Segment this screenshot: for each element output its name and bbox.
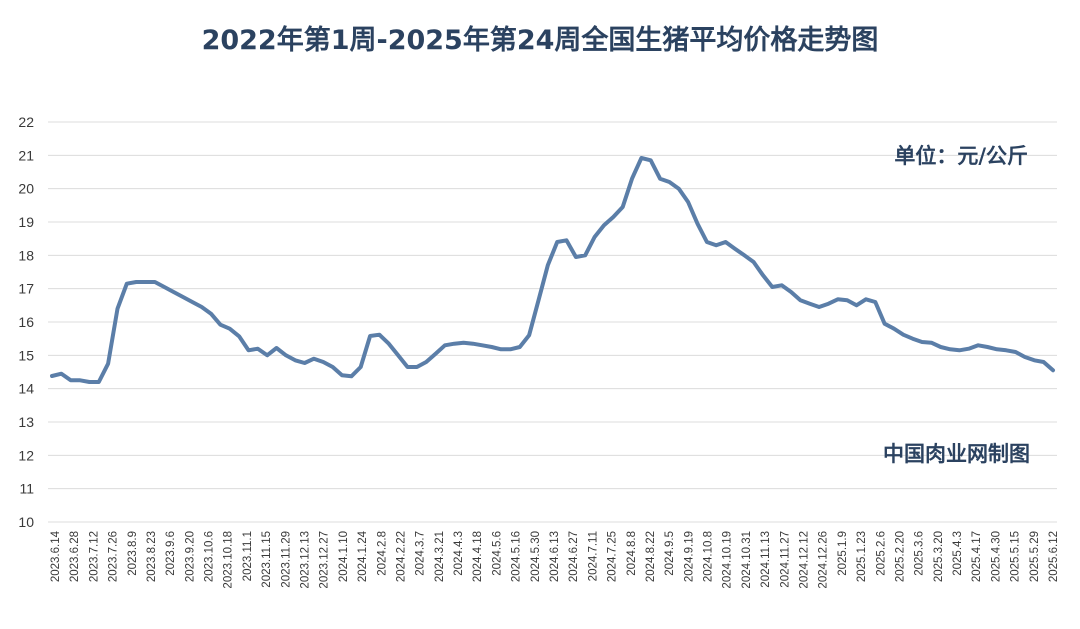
x-tick-label: 2023.6.28 xyxy=(69,531,81,582)
y-tick-label: 11 xyxy=(19,481,34,497)
x-tick-label: 2024.3.7 xyxy=(415,531,427,576)
x-tick-label: 2024.12.26 xyxy=(818,531,830,589)
y-tick-label: 16 xyxy=(18,314,34,330)
x-tick-label: 2025.1.9 xyxy=(837,531,849,576)
x-tick-label: 2024.8.22 xyxy=(645,531,657,582)
x-tick-label: 2024.7.25 xyxy=(607,531,619,582)
y-tick-label: 20 xyxy=(18,181,34,197)
source-annotation: 中国肉业网制图 xyxy=(883,442,1030,466)
y-tick-label: 13 xyxy=(18,414,34,430)
x-tick-label: 2024.6.27 xyxy=(568,531,580,582)
y-tick-label: 17 xyxy=(18,281,34,297)
x-tick-label: 2024.4.18 xyxy=(472,531,484,582)
x-tick-label: 2024.10.31 xyxy=(741,531,753,589)
x-tick-label: 2024.6.13 xyxy=(549,531,561,582)
x-tick-label: 2025.5.15 xyxy=(1010,531,1022,582)
x-tick-label: 2025.4.3 xyxy=(952,531,964,576)
x-tick-label: 2024.2.8 xyxy=(376,531,388,576)
x-tick-label: 2024.2.22 xyxy=(395,531,407,582)
x-tick-label: 2023.12.13 xyxy=(300,531,312,589)
series-line-pig-price xyxy=(50,156,1055,384)
y-tick-label: 18 xyxy=(18,247,34,263)
x-tick-label: 2025.4.30 xyxy=(990,531,1002,582)
x-tick-label: 2024.1.24 xyxy=(357,530,369,582)
x-tick-label: 2024.12.12 xyxy=(799,531,811,589)
x-tick-label: 2024.11.13 xyxy=(760,531,772,588)
x-tick-label: 2024.3.21 xyxy=(434,531,446,582)
x-tick-label: 2023.8.9 xyxy=(127,531,139,576)
x-tick-label: 2023.11.15 xyxy=(261,531,273,588)
x-tick-label: 2024.9.19 xyxy=(683,531,695,582)
chart-title: 2022年第1周-2025年第24周全国生猪平均价格走势图 xyxy=(202,24,879,56)
x-tick-label: 2023.10.18 xyxy=(223,531,235,589)
x-tick-label: 2023.7.26 xyxy=(108,531,120,582)
x-tick-label: 2025.6.12 xyxy=(1048,531,1060,582)
y-tick-label: 14 xyxy=(18,381,34,397)
x-tick-label: 2024.10.19 xyxy=(722,531,734,589)
y-tick-label: 15 xyxy=(18,347,34,363)
y-axis-ticks: 10 11 12 13 14 15 16 17 18 19 20 21 22 xyxy=(18,114,34,530)
x-tick-label: 2023.10.6 xyxy=(204,531,216,582)
x-tick-label: 2023.11.1 xyxy=(242,531,254,581)
x-tick-label: 2024.10.8 xyxy=(703,531,715,582)
x-tick-label: 2025.3.20 xyxy=(933,531,945,582)
x-tick-label: 2024.7.11 xyxy=(587,531,599,581)
x-tick-label: 2024.11.27 xyxy=(779,531,791,588)
x-tick-label: 2023.7.12 xyxy=(88,531,100,582)
y-tick-label: 19 xyxy=(18,214,34,230)
x-tick-label: 2023.8.23 xyxy=(146,531,158,582)
x-tick-label: 2025.2.6 xyxy=(875,531,887,576)
x-tick-label: 2025.2.20 xyxy=(894,531,906,582)
y-tick-label: 22 xyxy=(18,114,34,130)
x-tick-label: 2025.4.17 xyxy=(971,531,983,582)
y-tick-label: 10 xyxy=(18,514,34,530)
x-tick-label: 2025.3.6 xyxy=(914,531,926,576)
x-tick-label: 2024.1.10 xyxy=(338,531,350,582)
x-tick-label: 2023.12.27 xyxy=(319,531,331,589)
x-tick-label: 2024.8.8 xyxy=(626,531,638,576)
x-tick-label: 2024.5.16 xyxy=(511,531,523,582)
x-tick-label: 2024.4.3 xyxy=(453,531,465,576)
unit-annotation: 单位：元/公斤 xyxy=(894,144,1028,168)
y-tick-label: 12 xyxy=(18,447,34,463)
x-tick-label: 2023.6.14 xyxy=(50,530,62,582)
x-tick-label: 2025.5.29 xyxy=(1029,531,1041,582)
gridlines xyxy=(48,121,1057,523)
x-tick-label: 2025.1.23 xyxy=(856,531,868,582)
x-tick-label: 2023.9.20 xyxy=(184,531,196,582)
x-tick-label: 2023.9.6 xyxy=(165,531,177,576)
x-tick-label: 2024.9.5 xyxy=(664,531,676,576)
y-tick-label: 21 xyxy=(18,147,34,163)
x-tick-label: 2023.11.29 xyxy=(280,531,292,588)
x-tick-label: 2024.5.6 xyxy=(491,531,503,576)
x-tick-label: 2024.5.30 xyxy=(530,531,542,582)
x-axis-ticks: 2023.6.14 2023.6.28 2023.7.12 2023.7.26 2023… xyxy=(50,530,1060,588)
